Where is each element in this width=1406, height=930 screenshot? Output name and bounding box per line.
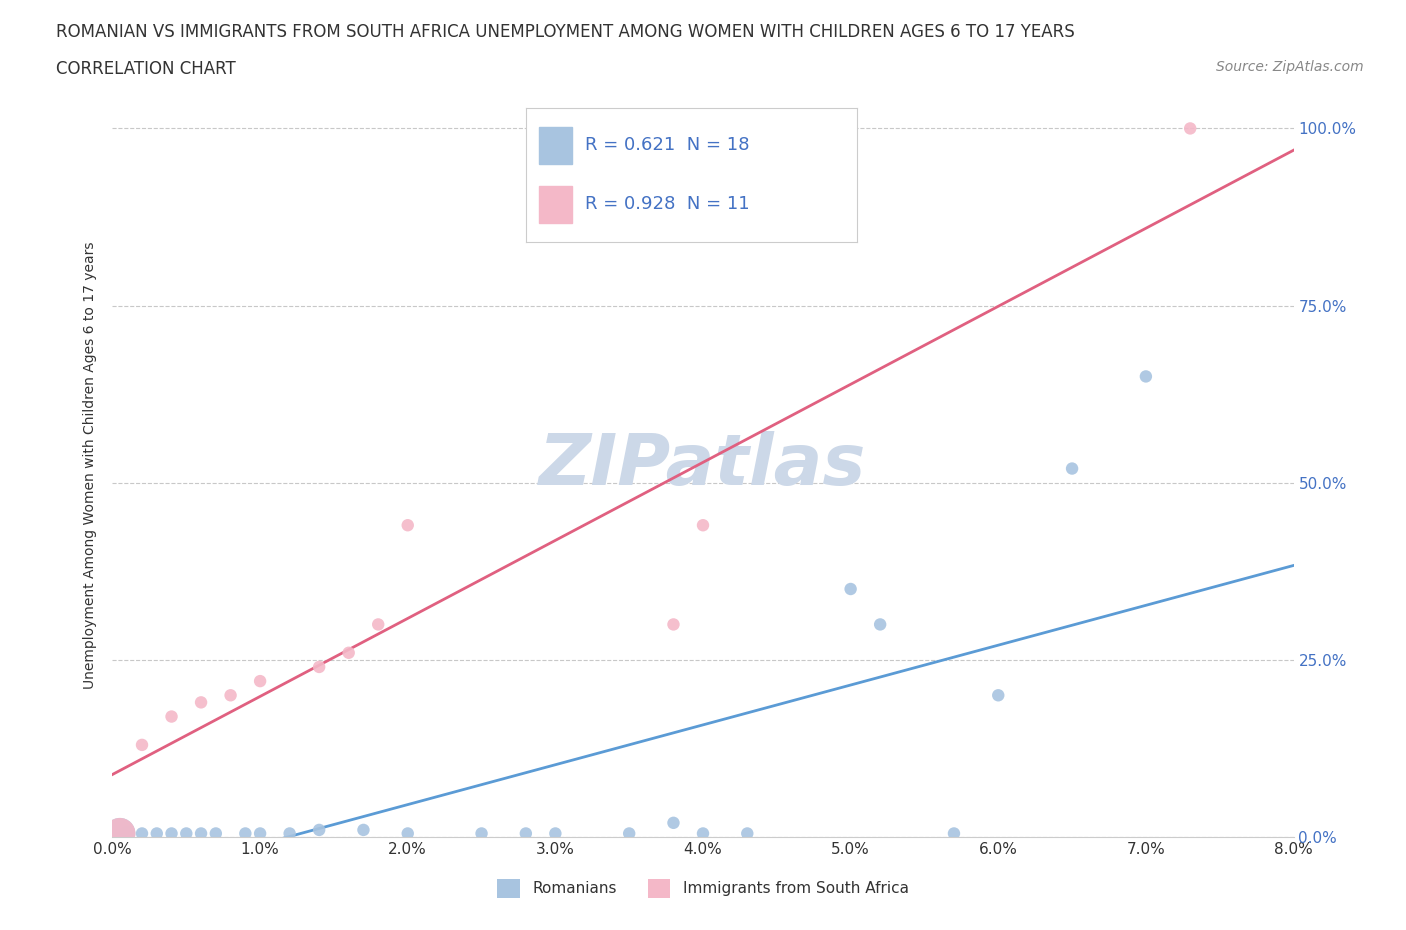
- Point: [131, 737, 153, 752]
- Point: [839, 581, 862, 596]
- Point: [337, 645, 360, 660]
- Point: [160, 709, 183, 724]
- Point: [662, 617, 685, 631]
- Point: [190, 826, 212, 841]
- Point: [692, 518, 714, 533]
- Point: [108, 826, 131, 841]
- Point: [233, 826, 256, 841]
- Point: [396, 826, 419, 841]
- Point: [108, 826, 131, 841]
- Point: [692, 826, 714, 841]
- Point: [219, 688, 242, 703]
- Point: [1062, 461, 1084, 476]
- Point: [367, 617, 389, 631]
- Legend: Romanians, Immigrants from South Africa: Romanians, Immigrants from South Africa: [491, 873, 915, 904]
- Point: [396, 518, 419, 533]
- Point: [1135, 369, 1157, 384]
- Point: [205, 826, 228, 841]
- Point: [1178, 121, 1201, 136]
- Text: ZIPatlas: ZIPatlas: [540, 431, 866, 499]
- Point: [249, 673, 271, 688]
- Text: Source: ZipAtlas.com: Source: ZipAtlas.com: [1216, 60, 1364, 74]
- Point: [131, 826, 153, 841]
- Point: [942, 826, 965, 841]
- Point: [662, 816, 685, 830]
- Point: [737, 826, 759, 841]
- Point: [987, 688, 1010, 703]
- Point: [869, 617, 891, 631]
- Point: [308, 822, 330, 837]
- Point: [619, 826, 641, 841]
- Point: [249, 826, 271, 841]
- Point: [544, 826, 567, 841]
- Point: [174, 826, 197, 841]
- Point: [515, 826, 537, 841]
- Point: [278, 826, 301, 841]
- Point: [471, 826, 494, 841]
- Y-axis label: Unemployment Among Women with Children Ages 6 to 17 years: Unemployment Among Women with Children A…: [83, 241, 97, 689]
- Text: CORRELATION CHART: CORRELATION CHART: [56, 60, 236, 78]
- Point: [352, 822, 374, 837]
- Point: [190, 695, 212, 710]
- Point: [308, 659, 330, 674]
- Point: [160, 826, 183, 841]
- Text: ROMANIAN VS IMMIGRANTS FROM SOUTH AFRICA UNEMPLOYMENT AMONG WOMEN WITH CHILDREN : ROMANIAN VS IMMIGRANTS FROM SOUTH AFRICA…: [56, 23, 1076, 41]
- Point: [146, 826, 169, 841]
- Point: [117, 826, 138, 841]
